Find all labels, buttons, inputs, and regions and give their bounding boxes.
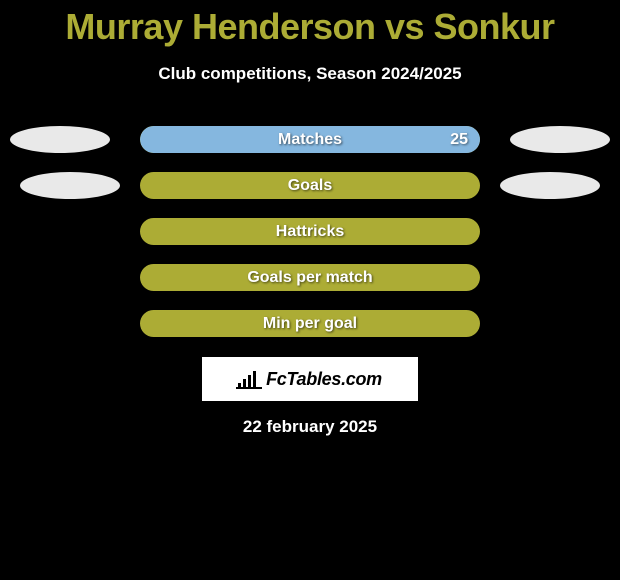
date-label: 22 february 2025 [0,417,620,437]
stat-label: Goals [288,177,332,195]
stat-bar: Hattricks [140,218,480,245]
stat-label: Hattricks [276,223,344,241]
stat-label: Min per goal [263,315,357,333]
stat-row: Matches 25 [0,126,620,153]
stat-bar: Goals [140,172,480,199]
stat-row: Goals [0,172,620,199]
stat-value-right: 25 [450,131,468,149]
player-marker-left [10,126,110,153]
stat-label: Matches [278,131,342,149]
stat-bar: Goals per match [140,264,480,291]
stat-label: Goals per match [247,269,372,287]
stat-row: Goals per match [0,264,620,291]
player-marker-right [510,126,610,153]
player-marker-right [500,172,600,199]
bar-chart-icon [238,369,260,389]
brand-text: FcTables.com [266,369,382,390]
subtitle: Club competitions, Season 2024/2025 [0,64,620,84]
comparison-rows: Matches 25 Goals Hattricks Goals per match Mi… [0,126,620,337]
stat-row: Hattricks [0,218,620,245]
stat-row: Min per goal [0,310,620,337]
page-title: Murray Henderson vs Sonkur [0,0,620,48]
brand-box: FcTables.com [202,357,418,401]
stat-bar: Min per goal [140,310,480,337]
stat-bar: Matches 25 [140,126,480,153]
player-marker-left [20,172,120,199]
